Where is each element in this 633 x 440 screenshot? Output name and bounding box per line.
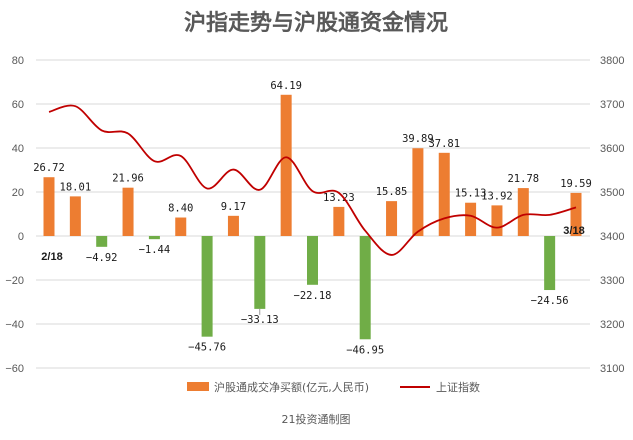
source-credit: 21投资通制图	[282, 412, 351, 426]
legend-bar-label: 沪股通成交净买额(亿元,人民币)	[214, 380, 369, 394]
bar-value-label: 8.40	[168, 203, 193, 215]
bar-value-label: 39.89	[402, 133, 434, 145]
bar-value-label: 19.59	[560, 178, 592, 190]
bar	[386, 201, 398, 236]
chart-title: 沪指走势与沪股通资金情况	[184, 10, 448, 36]
bar	[307, 236, 318, 285]
bar	[412, 148, 424, 236]
bar	[438, 152, 450, 236]
bar	[43, 177, 55, 236]
left-tick-label: −20	[5, 275, 24, 287]
right-tick-label: 3600	[600, 143, 624, 155]
right-tick-label: 3200	[600, 319, 624, 331]
bar-value-label: 37.81	[428, 138, 460, 150]
bar-value-label: 64.19	[270, 80, 302, 92]
line-series	[48, 104, 577, 256]
bar-value-label: 26.72	[33, 162, 65, 174]
bar-value-label: −24.56	[531, 295, 569, 307]
right-tick-label: 3500	[600, 187, 624, 199]
bar-series	[43, 94, 582, 340]
bar-value-label: −1.44	[139, 244, 171, 256]
bar	[227, 215, 239, 236]
bar-value-label: 21.96	[112, 173, 144, 185]
left-tick-label: 40	[12, 143, 24, 155]
bar-value-label: 15.85	[376, 186, 408, 198]
legend-line-label: 上证指数	[436, 380, 480, 394]
left-tick-label: −40	[5, 319, 24, 331]
left-axis: 80 60 40 20 0 −20 −40 −60	[5, 55, 24, 375]
bar-value-label: 15.13	[455, 188, 487, 200]
bar	[280, 94, 292, 236]
left-tick-label: 60	[12, 99, 24, 111]
bar-value-label: −4.92	[86, 252, 118, 264]
right-tick-label: 3400	[600, 231, 624, 243]
legend-bar-swatch	[187, 382, 209, 391]
bar	[570, 192, 582, 236]
bar	[517, 188, 529, 236]
right-tick-label: 3300	[600, 275, 624, 287]
bar	[465, 202, 477, 236]
index-line	[48, 104, 577, 256]
bar	[333, 206, 345, 236]
bar-value-label: 9.17	[221, 201, 246, 213]
bar	[148, 236, 160, 240]
bar	[69, 196, 81, 236]
bar	[175, 217, 187, 236]
bar-value-label: −46.95	[346, 344, 384, 356]
bar-value-label: −22.18	[294, 290, 332, 302]
right-tick-label: 3700	[600, 99, 624, 111]
bar	[359, 236, 371, 340]
bar	[201, 236, 213, 337]
start-date-label: 2/18	[41, 251, 62, 263]
bar-value-label: 13.92	[481, 190, 513, 202]
bar	[544, 236, 556, 291]
left-tick-label: 80	[12, 55, 24, 67]
bar	[491, 205, 503, 236]
right-tick-label: 3800	[600, 55, 624, 67]
bar-value-label: −33.13	[241, 314, 279, 326]
bar-value-label: 18.01	[60, 181, 92, 193]
bar-value-label: 21.78	[507, 173, 539, 185]
bar	[122, 187, 134, 236]
right-tick-label: 3100	[600, 363, 624, 375]
bar	[254, 236, 266, 309]
bar-value-label: −45.76	[188, 342, 226, 354]
left-tick-label: 0	[18, 231, 24, 243]
end-date-label: 3/18	[563, 225, 584, 237]
left-tick-label: −60	[5, 363, 24, 375]
bar-data-labels: 26.72 18.01 −4.92 21.96 −1.44 8.40 −45.76 9.17 −…	[33, 80, 592, 357]
right-axis: 3800 3700 3600 3500 3400 3300 3200 3100	[600, 55, 624, 375]
legend: 沪股通成交净买额(亿元,人民币) 上证指数	[187, 380, 480, 394]
bar	[96, 236, 108, 247]
left-tick-label: 20	[12, 187, 24, 199]
grid-lines	[36, 59, 590, 369]
